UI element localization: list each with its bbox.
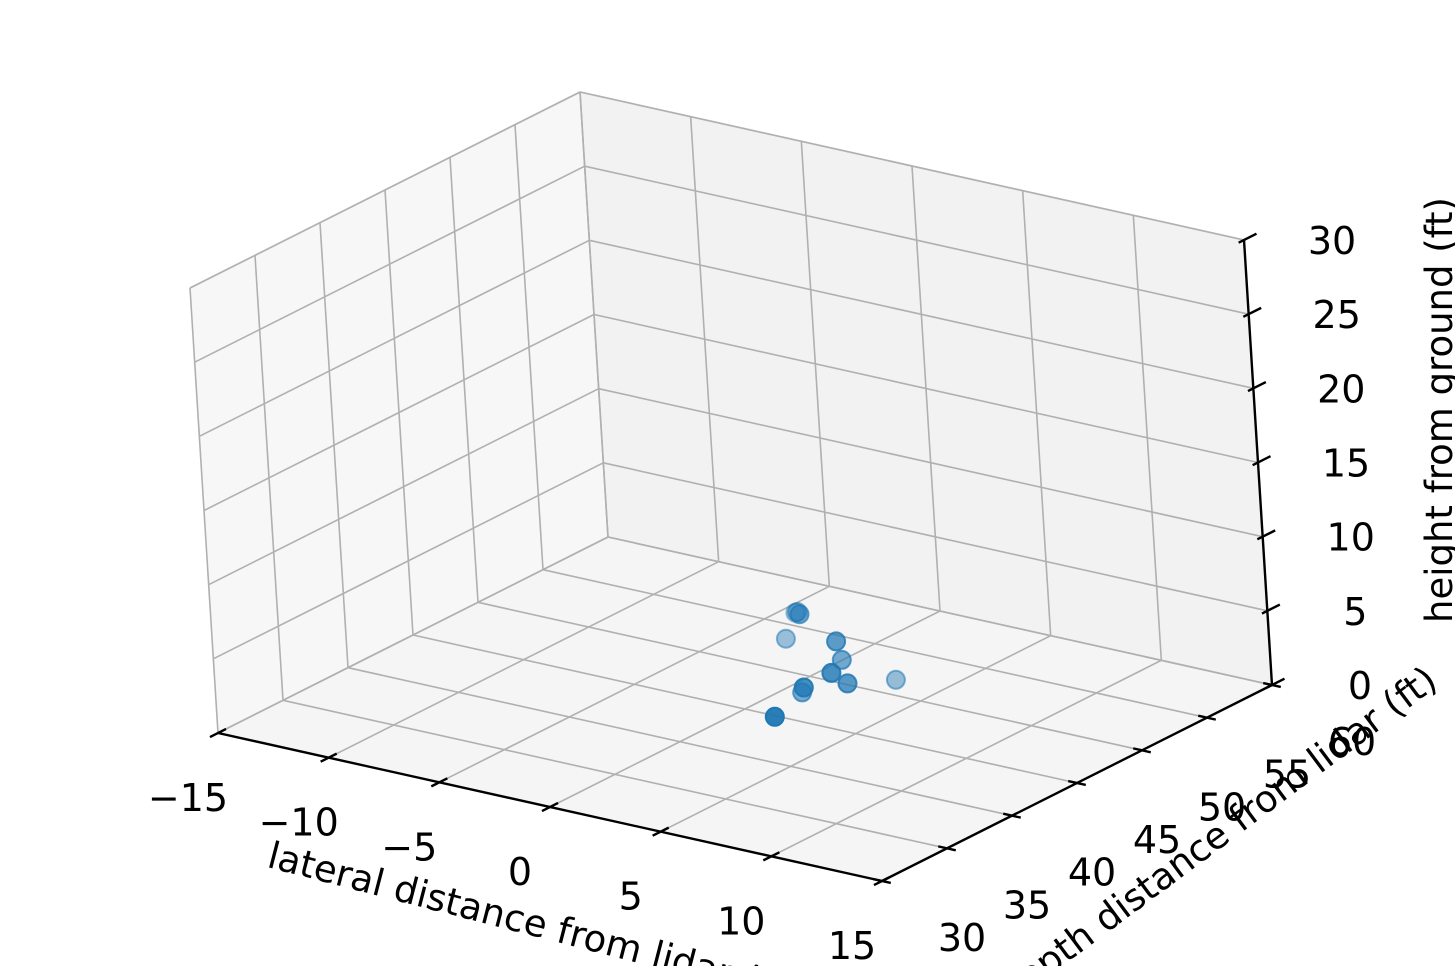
z-gridline-left <box>208 387 600 586</box>
data-point <box>789 604 810 625</box>
y-tick-label: 35 <box>1003 883 1051 927</box>
data-point <box>885 669 906 690</box>
z-gridline-left <box>189 91 581 289</box>
z-tick-label: 0 <box>1348 664 1372 708</box>
x-tick-label: −10 <box>259 801 339 845</box>
z-tick-label: 20 <box>1317 367 1365 411</box>
y-gridline-floor <box>347 666 1013 817</box>
x-tick-mark <box>430 777 448 788</box>
data-point <box>775 628 796 649</box>
x-tick-mark <box>541 801 559 813</box>
z-gridline-back <box>607 536 1273 686</box>
axis-lines <box>209 232 1286 887</box>
z-gridline-left <box>198 239 590 438</box>
y-tick-label: 45 <box>1133 818 1181 862</box>
y-gridline-floor <box>282 699 948 850</box>
z-axis-label: height from ground (ft) <box>1418 197 1455 623</box>
z-tick-label: 30 <box>1308 219 1356 263</box>
z-gridline-back <box>593 313 1259 464</box>
x-tick-label: −5 <box>381 825 437 869</box>
data-points <box>764 602 906 727</box>
x-tick-mark <box>762 851 780 862</box>
y-tick-label: 30 <box>938 916 986 960</box>
y-tick-mark <box>1002 812 1022 819</box>
y-tick-mark <box>1132 747 1152 754</box>
z-gridline-left <box>194 165 586 363</box>
z-gridline-back <box>589 239 1254 390</box>
x-tick-label: 0 <box>508 850 532 894</box>
y-tick-mark <box>1067 779 1087 787</box>
data-point <box>793 677 814 698</box>
z-gridline-left <box>203 313 595 512</box>
z-tick-mark <box>1266 677 1286 689</box>
y-tick-mark <box>872 877 892 885</box>
y-tick-label: 55 <box>1263 753 1311 797</box>
z-tick-mark <box>1252 455 1272 467</box>
y-tick-mark <box>1197 714 1217 721</box>
z-gridline-back <box>579 91 1245 241</box>
data-point <box>821 662 842 683</box>
z-gridline-back <box>584 165 1249 315</box>
z-tick-label: 25 <box>1313 293 1361 337</box>
tick-labels: −15 −10 −5 0 5 10 15 30 35 40 45 50 55 60 0 5 10 15 20 25 30 <box>148 219 1376 966</box>
z-tick-mark <box>1247 380 1267 393</box>
x-tick-mark <box>652 826 670 837</box>
x-tick-mark <box>209 727 227 739</box>
z-gridline-left <box>212 462 604 660</box>
data-point <box>826 631 847 652</box>
data-point <box>764 706 785 727</box>
x-tick-label: 15 <box>828 924 876 966</box>
z-tick-mark <box>1261 603 1281 615</box>
z-tick-label: 5 <box>1343 590 1367 634</box>
y-gridline-floor <box>477 601 1143 752</box>
z-gridline-left <box>217 536 609 734</box>
y-tick-label: 60 <box>1328 720 1376 764</box>
grid-lines <box>189 91 1273 882</box>
y-tick-mark <box>937 845 957 852</box>
z-gridline-back <box>603 462 1268 612</box>
x-tick-label: 5 <box>619 875 643 919</box>
data-point <box>831 649 852 670</box>
y-tick-label: 40 <box>1068 851 1116 895</box>
y-gridline-floor <box>542 568 1208 719</box>
z-tick-label: 15 <box>1322 442 1370 486</box>
z-tick-mark <box>1256 529 1276 541</box>
z-tick-label: 10 <box>1327 516 1375 560</box>
x-tick-label: 10 <box>717 899 765 943</box>
data-point <box>837 673 858 694</box>
y-gridline-floor <box>412 634 1078 784</box>
x-tick-mark <box>320 752 338 763</box>
y-tick-label: 50 <box>1198 785 1246 829</box>
z-tick-mark <box>1242 306 1262 318</box>
x-tick-label: −15 <box>148 776 228 820</box>
z-tick-mark <box>1238 232 1258 244</box>
z-gridline-back <box>598 387 1263 538</box>
